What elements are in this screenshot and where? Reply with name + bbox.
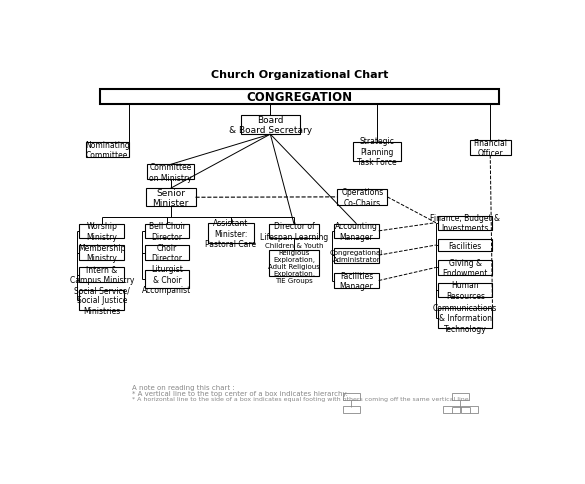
Text: Financial
Officer: Financial Officer <box>473 138 507 158</box>
FancyBboxPatch shape <box>438 308 493 328</box>
Text: Choir
Director: Choir Director <box>152 243 183 263</box>
FancyBboxPatch shape <box>147 165 194 180</box>
FancyBboxPatch shape <box>269 224 319 239</box>
FancyBboxPatch shape <box>241 116 300 135</box>
Text: Communications
& Information
Technology: Communications & Information Technology <box>433 303 497 333</box>
Text: Giving &
Endowment: Giving & Endowment <box>443 258 488 278</box>
Text: Congregational
Administrator: Congregational Administrator <box>330 249 383 262</box>
FancyBboxPatch shape <box>438 216 493 230</box>
FancyBboxPatch shape <box>343 406 360 413</box>
Text: Intern &
Campus Ministry: Intern & Campus Ministry <box>70 265 134 285</box>
Text: Facilities: Facilities <box>449 241 482 250</box>
Text: Church Organizational Chart: Church Organizational Chart <box>211 70 388 80</box>
FancyBboxPatch shape <box>80 268 124 283</box>
FancyBboxPatch shape <box>443 406 460 413</box>
Text: Director of
Lifespan Learning: Director of Lifespan Learning <box>260 222 328 241</box>
FancyBboxPatch shape <box>438 283 493 297</box>
FancyBboxPatch shape <box>269 250 319 277</box>
Text: Accounting
Manager: Accounting Manager <box>335 222 378 241</box>
FancyBboxPatch shape <box>461 406 479 413</box>
FancyBboxPatch shape <box>80 290 124 310</box>
Text: Human
Resources: Human Resources <box>446 281 485 300</box>
FancyBboxPatch shape <box>101 90 499 105</box>
FancyBboxPatch shape <box>438 261 493 275</box>
FancyBboxPatch shape <box>452 393 469 400</box>
Text: Liturgist
& Choir
Accompanist: Liturgist & Choir Accompanist <box>142 265 192 294</box>
Text: Social Service/
Social Justice
Ministries: Social Service/ Social Justice Ministrie… <box>74 286 130 315</box>
Text: CONGREGATION: CONGREGATION <box>247 91 353 104</box>
Text: Senior
Minister: Senior Minister <box>153 188 189 208</box>
FancyBboxPatch shape <box>343 393 360 400</box>
Text: * A horizontal line to the side of a box indicates equal footing with others com: * A horizontal line to the side of a box… <box>132 396 471 402</box>
FancyBboxPatch shape <box>334 224 378 239</box>
Text: Worship
Ministry: Worship Ministry <box>86 222 117 241</box>
FancyBboxPatch shape <box>334 248 378 263</box>
FancyBboxPatch shape <box>80 246 124 260</box>
FancyBboxPatch shape <box>85 143 129 158</box>
FancyBboxPatch shape <box>144 270 189 289</box>
Text: * A vertical line to the top center of a box indicates hierarchy.: * A vertical line to the top center of a… <box>132 390 348 396</box>
FancyBboxPatch shape <box>144 246 189 260</box>
Text: Finance, Budget &
Investments: Finance, Budget & Investments <box>431 213 500 233</box>
Text: Assistant
Minister:
Pastoral Care: Assistant Minister: Pastoral Care <box>205 219 256 248</box>
Text: Strategic
Planning
Task Force: Strategic Planning Task Force <box>357 137 397 167</box>
FancyBboxPatch shape <box>80 224 124 239</box>
FancyBboxPatch shape <box>338 189 387 206</box>
Text: Facilities
Manager: Facilities Manager <box>340 271 373 290</box>
Text: Bell Choir
Director: Bell Choir Director <box>149 222 185 241</box>
FancyBboxPatch shape <box>353 142 401 162</box>
Text: Children & Youth
Religious
Exploration,
Adult Religious
Exploration,
TIE Groups: Children & Youth Religious Exploration, … <box>264 243 323 284</box>
FancyBboxPatch shape <box>470 141 511 156</box>
FancyBboxPatch shape <box>146 189 195 207</box>
Text: Board
& Board Secretary: Board & Board Secretary <box>229 116 312 135</box>
FancyBboxPatch shape <box>438 239 493 252</box>
Text: Operations
Co-Chairs: Operations Co-Chairs <box>341 188 384 207</box>
FancyBboxPatch shape <box>208 224 254 243</box>
Text: Committee
on Ministry: Committee on Ministry <box>149 163 192 182</box>
FancyBboxPatch shape <box>334 274 378 288</box>
Text: Membership
Ministry: Membership Ministry <box>78 243 125 263</box>
Text: A note on reading this chart :: A note on reading this chart : <box>132 384 235 390</box>
Text: Nominating
Committee: Nominating Committee <box>85 140 129 160</box>
FancyBboxPatch shape <box>144 224 189 239</box>
